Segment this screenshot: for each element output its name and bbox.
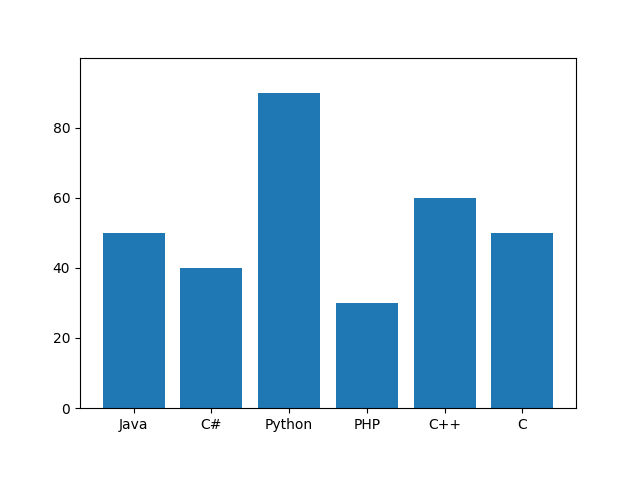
Bar bbox=[180, 268, 243, 408]
Bar bbox=[492, 233, 554, 408]
Bar bbox=[413, 198, 476, 408]
Bar bbox=[258, 93, 320, 408]
Bar bbox=[102, 233, 164, 408]
Bar bbox=[336, 303, 398, 408]
